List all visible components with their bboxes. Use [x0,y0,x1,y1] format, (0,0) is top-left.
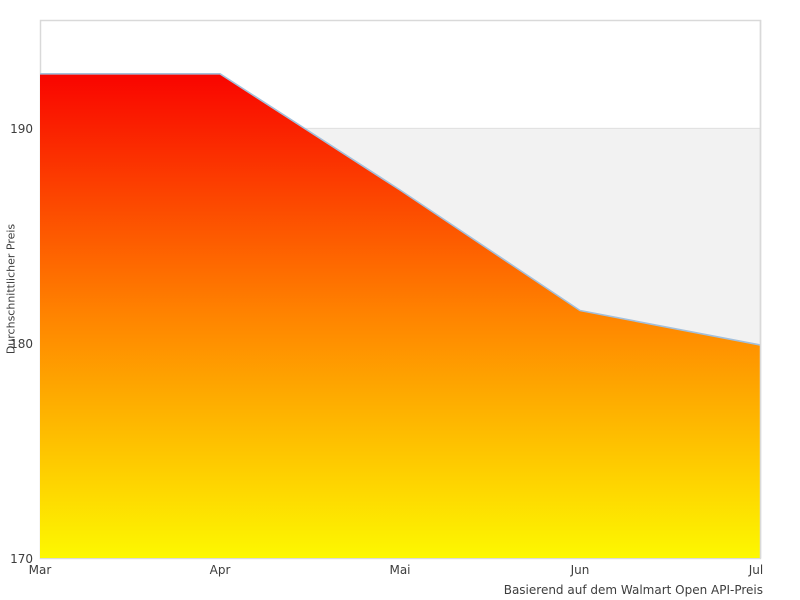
x-tick-label-Jun: Jun [570,563,590,577]
y-tick-label-180: 180 [10,336,33,351]
x-tick-label-Mar: Mar [28,563,52,577]
x-tick-label-Mai: Mai [389,563,411,577]
chart-caption: Basierend auf dem Walmart Open API-Preis [503,583,763,597]
y-axis-title: Durchschnittlicher Preis [4,223,18,355]
y-tick-label-170: 170 [10,552,33,566]
x-tick-label-Apr: Apr [209,563,231,577]
area-line [40,73,761,346]
area-fill [40,73,760,559]
y-tick-label-190: 190 [10,121,33,136]
x-tick-label-Jul: Jul [748,563,764,577]
